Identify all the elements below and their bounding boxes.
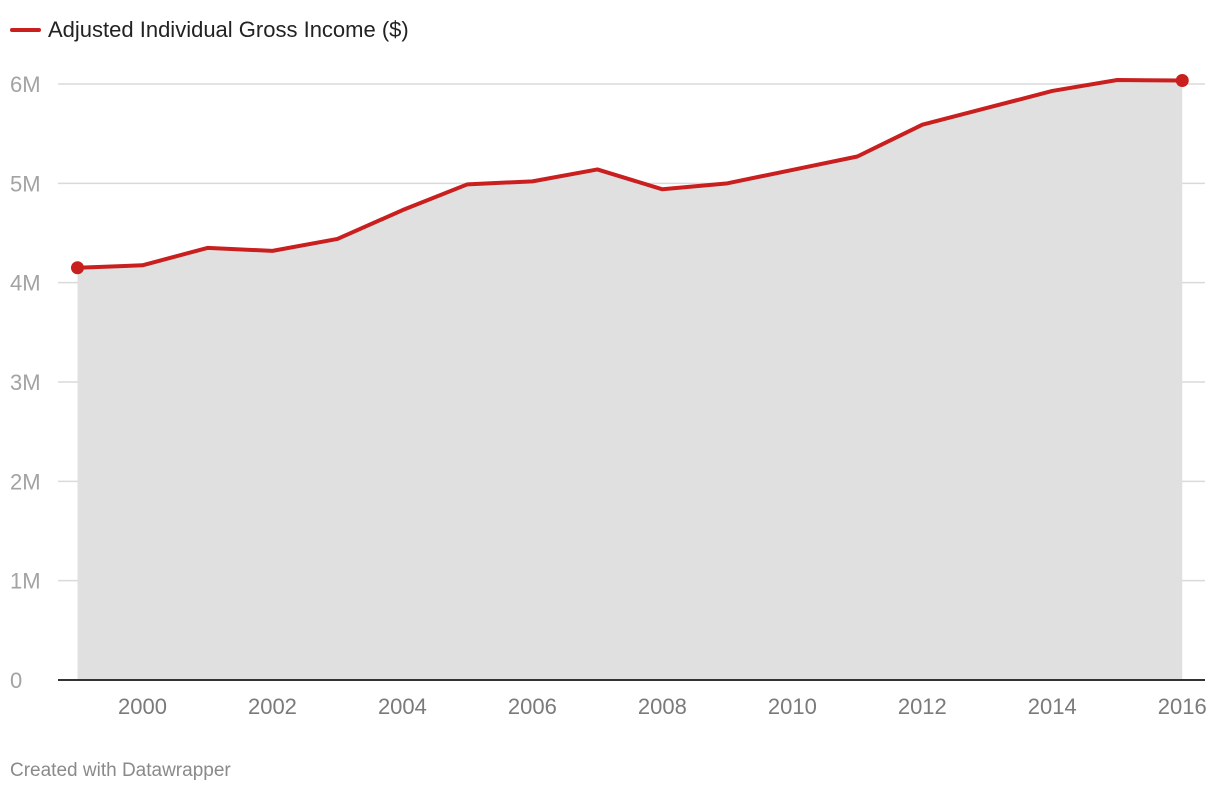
x-axis-tick-labels: 2000 2002 2004 2006 2008 2010 2012 2014 2016 <box>118 694 1207 719</box>
legend-swatch <box>10 28 41 32</box>
area-fill <box>77 80 1183 680</box>
x-tick-label: 2010 <box>768 694 817 719</box>
x-tick-label: 2000 <box>118 694 167 719</box>
x-tick-label: 2012 <box>898 694 947 719</box>
endpoint-marker <box>1175 74 1189 88</box>
x-tick-label: 2008 <box>638 694 687 719</box>
credit-text: Created with Datawrapper <box>10 760 231 781</box>
x-tick-label: 2014 <box>1028 694 1077 719</box>
x-tick-label: 2006 <box>508 694 557 719</box>
endpoint-markers <box>70 74 1189 275</box>
endpoint-marker <box>70 261 84 275</box>
y-axis-tick-labels: 0 1M 2M 3M 4M 5M 6M <box>10 72 41 693</box>
area-layer <box>77 80 1183 680</box>
legend-label: Adjusted Individual Gross Income ($) <box>48 17 409 42</box>
x-tick-label: 2004 <box>378 694 427 719</box>
y-tick-label: 6M <box>10 72 41 97</box>
series-line-layer <box>75 78 1185 270</box>
y-tick-label: 4M <box>10 271 41 296</box>
chart-legend: Adjusted Individual Gross Income ($) <box>10 14 409 46</box>
y-tick-label: 5M <box>10 171 41 196</box>
y-tick-label: 2M <box>10 469 41 494</box>
x-tick-label: 2016 <box>1158 694 1207 719</box>
y-tick-label: 0 <box>10 668 22 693</box>
y-tick-label: 1M <box>10 569 41 594</box>
y-tick-label: 3M <box>10 370 41 395</box>
x-tick-label: 2002 <box>248 694 297 719</box>
series-line <box>75 78 1185 270</box>
